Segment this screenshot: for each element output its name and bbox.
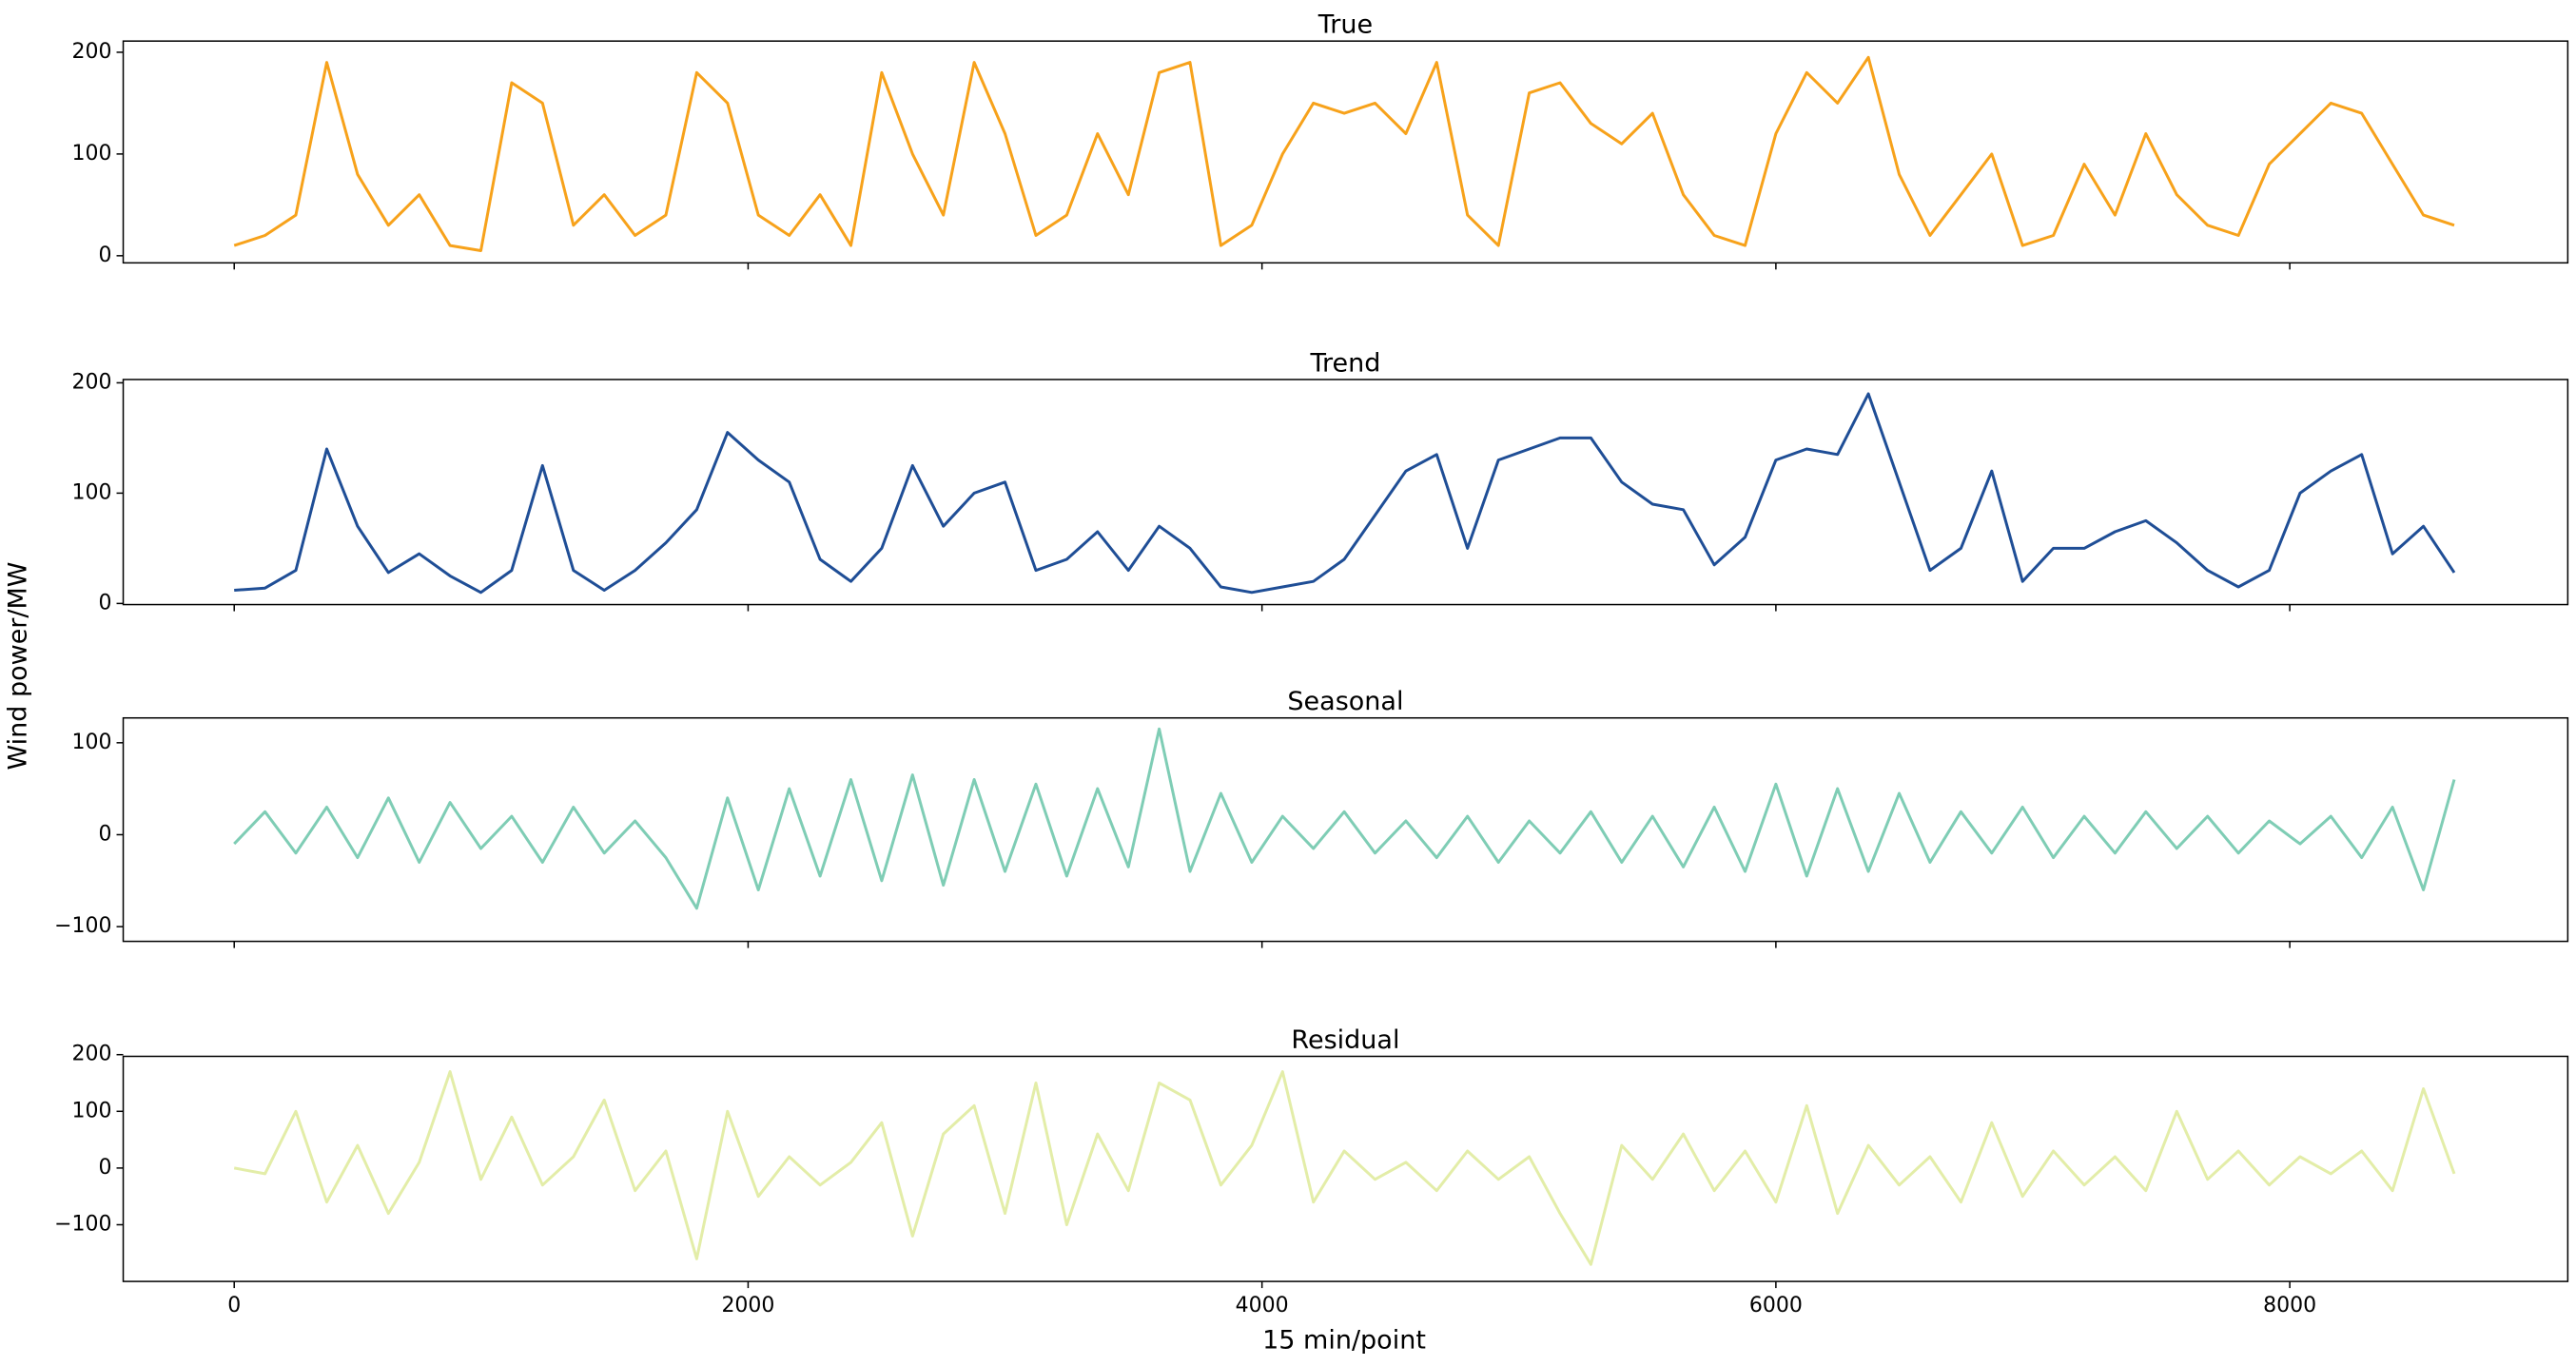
chart-title: Seasonal (1287, 687, 1403, 716)
y-tick-label: −100 (54, 1212, 111, 1236)
x-axis-label: 15 min/point (1262, 1326, 1426, 1356)
y-tick-label: 200 (72, 40, 112, 64)
y-axis-label: Wind power/MW (4, 562, 33, 771)
series-line (234, 392, 2456, 595)
y-tick-label: 0 (99, 822, 112, 846)
x-tick-label: 8000 (2263, 1294, 2316, 1317)
axes-frame (122, 1055, 2569, 1282)
x-tick-label: 6000 (1749, 1294, 1803, 1317)
x-tick-label: 2000 (721, 1294, 774, 1317)
y-tick-label: 0 (99, 244, 112, 267)
chart-title: Trend (1309, 348, 1380, 378)
series-line (233, 1070, 2456, 1266)
series-line (233, 727, 2456, 910)
axes-frame (122, 40, 2569, 264)
y-tick-label: 200 (72, 1043, 112, 1066)
y-tick-label: 0 (99, 591, 112, 615)
series-line (233, 55, 2455, 252)
x-tick-label: 4000 (1236, 1294, 1289, 1317)
axes-frame (122, 379, 2569, 606)
y-tick-label: 100 (72, 480, 112, 504)
x-tick-label: 0 (227, 1294, 241, 1317)
y-tick-label: 100 (72, 1099, 112, 1122)
y-tick-label: 200 (72, 370, 112, 394)
y-tick-label: 100 (72, 142, 112, 166)
y-tick-label: −100 (54, 914, 111, 938)
chart-title: Residual (1291, 1025, 1399, 1055)
axes-frame (122, 716, 2569, 943)
y-tick-label: 100 (72, 731, 112, 754)
y-tick-label: 0 (99, 1156, 112, 1180)
chart-title: True (1317, 10, 1373, 40)
